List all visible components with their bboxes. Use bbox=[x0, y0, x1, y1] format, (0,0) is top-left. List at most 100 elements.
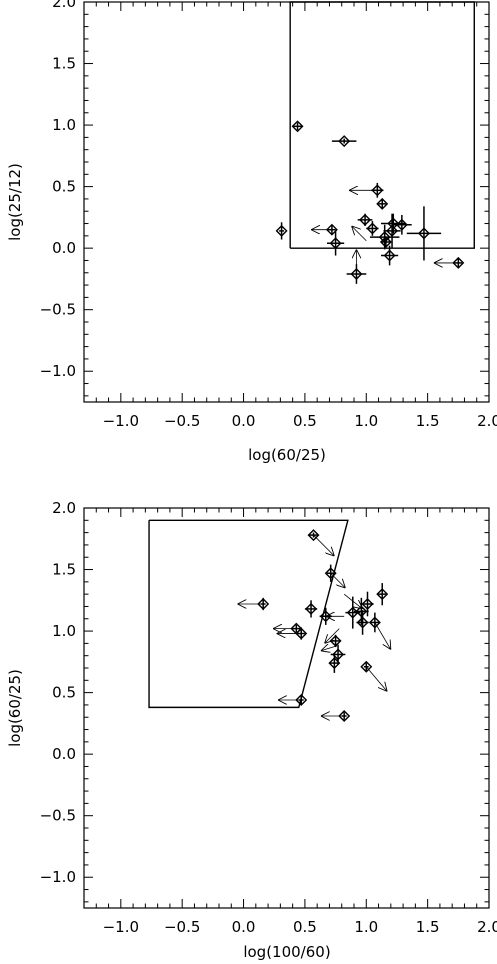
data-point bbox=[376, 197, 389, 210]
data-point bbox=[276, 627, 308, 640]
y-tick-label: −1.0 bbox=[40, 362, 76, 380]
diamond-marker bbox=[376, 588, 389, 601]
data-points bbox=[275, 120, 465, 284]
x-tick-label: 1.0 bbox=[354, 412, 378, 430]
diamond-marker bbox=[295, 694, 308, 706]
y-tick-labels: −1.0 −0.5 0.0 0.5 1.0 1.5 2.0 bbox=[40, 0, 76, 380]
diamond-marker bbox=[359, 213, 372, 226]
diamond-marker bbox=[305, 602, 318, 615]
x-tick-labels: −1.0 −0.5 0.0 0.5 1.0 1.5 2.0 bbox=[103, 412, 497, 430]
data-points bbox=[237, 529, 391, 722]
tick-marks bbox=[84, 2, 489, 402]
data-point bbox=[324, 564, 346, 588]
selection-region bbox=[148, 519, 349, 709]
diamond-marker bbox=[338, 135, 351, 148]
y-tick-label: 0.0 bbox=[52, 239, 76, 257]
data-point bbox=[275, 222, 288, 240]
data-point bbox=[366, 221, 379, 236]
y-tick-label: 2.0 bbox=[52, 0, 76, 11]
diamond-marker bbox=[387, 217, 400, 230]
plot-frame bbox=[83, 1, 490, 403]
y-tick-label: 1.0 bbox=[52, 622, 76, 640]
limit-arrow bbox=[352, 226, 367, 242]
limit-arrow bbox=[365, 666, 387, 692]
diamond-marker bbox=[325, 223, 338, 236]
data-point bbox=[311, 223, 338, 236]
diamond-marker bbox=[328, 657, 341, 670]
data-point bbox=[304, 600, 318, 618]
y-tick-label: 0.5 bbox=[52, 178, 76, 196]
y-tick-label: −0.5 bbox=[40, 301, 76, 319]
x-tick-label: 1.5 bbox=[416, 918, 440, 936]
panel-top: −1.0 −0.5 0.0 0.5 1.0 1.5 2.0 −1.0 −0.5 0.0 0.5 1.… bbox=[6, 0, 497, 464]
data-point bbox=[360, 660, 387, 692]
diamond-marker bbox=[338, 710, 351, 722]
data-point bbox=[328, 653, 341, 673]
diamond-marker bbox=[417, 227, 430, 240]
diamond-marker bbox=[324, 567, 337, 580]
region-outline bbox=[148, 519, 349, 709]
y-tick-labels: −1.0 −0.5 0.0 0.5 1.0 1.5 2.0 bbox=[40, 499, 76, 886]
data-point bbox=[406, 206, 442, 261]
diamond-marker bbox=[376, 197, 389, 210]
data-point bbox=[392, 214, 412, 235]
x-axis-label: log(60/25) bbox=[248, 446, 326, 464]
diamond-marker bbox=[329, 237, 342, 250]
data-point bbox=[346, 249, 367, 284]
y-tick-label: −0.5 bbox=[40, 807, 76, 825]
data-point bbox=[320, 710, 351, 722]
y-axis-label: log(25/12) bbox=[6, 163, 24, 241]
diamond-marker bbox=[275, 224, 288, 237]
tick-marks bbox=[84, 508, 489, 908]
data-point bbox=[357, 213, 373, 226]
x-tick-label: 0.5 bbox=[293, 918, 317, 936]
region-outline bbox=[289, 1, 475, 249]
x-tick-label: 2.0 bbox=[477, 918, 497, 936]
diamond-marker bbox=[360, 660, 373, 673]
x-tick-label: 0.5 bbox=[293, 412, 317, 430]
diamond-marker bbox=[383, 249, 396, 262]
data-point bbox=[273, 622, 303, 635]
y-tick-label: 1.0 bbox=[52, 116, 76, 134]
data-point bbox=[383, 213, 401, 249]
data-point bbox=[331, 135, 357, 148]
y-tick-label: 0.0 bbox=[52, 745, 76, 763]
limit-arrow bbox=[374, 622, 391, 649]
diamond-marker bbox=[361, 598, 374, 610]
data-point bbox=[237, 597, 270, 611]
x-tick-label: 0.0 bbox=[232, 918, 256, 936]
data-point bbox=[327, 230, 345, 256]
x-tick-label: 1.0 bbox=[354, 918, 378, 936]
data-point bbox=[277, 694, 308, 706]
limit-arrow bbox=[313, 534, 335, 556]
limit-arrow bbox=[325, 628, 340, 644]
data-point bbox=[361, 591, 374, 617]
x-tick-label: −1.0 bbox=[103, 412, 139, 430]
plot-frame bbox=[83, 507, 490, 909]
x-tick-label: −1.0 bbox=[103, 918, 139, 936]
y-tick-label: 1.5 bbox=[52, 55, 76, 73]
x-tick-label: −0.5 bbox=[164, 918, 200, 936]
limit-arrow bbox=[343, 593, 362, 609]
x-tick-label: 2.0 bbox=[477, 412, 497, 430]
diamond-marker bbox=[395, 218, 408, 231]
data-point bbox=[349, 182, 384, 198]
y-tick-label: 1.5 bbox=[52, 561, 76, 579]
y-tick-label: 2.0 bbox=[52, 499, 76, 517]
limit-arrow bbox=[330, 572, 346, 588]
limit-arrow bbox=[321, 646, 337, 651]
diamond-marker bbox=[452, 256, 465, 269]
diamond-marker bbox=[368, 616, 381, 629]
diamond-marker bbox=[386, 224, 399, 237]
diamond-marker bbox=[257, 598, 270, 610]
diamond-marker bbox=[350, 268, 363, 280]
data-point bbox=[379, 236, 392, 248]
diamond-marker bbox=[371, 184, 384, 197]
data-point bbox=[307, 529, 335, 556]
x-tick-label: −0.5 bbox=[164, 412, 200, 430]
diamond-marker bbox=[332, 648, 345, 661]
diamond-marker bbox=[379, 236, 392, 248]
diamond-marker bbox=[291, 120, 304, 133]
diamond-marker bbox=[355, 605, 368, 618]
